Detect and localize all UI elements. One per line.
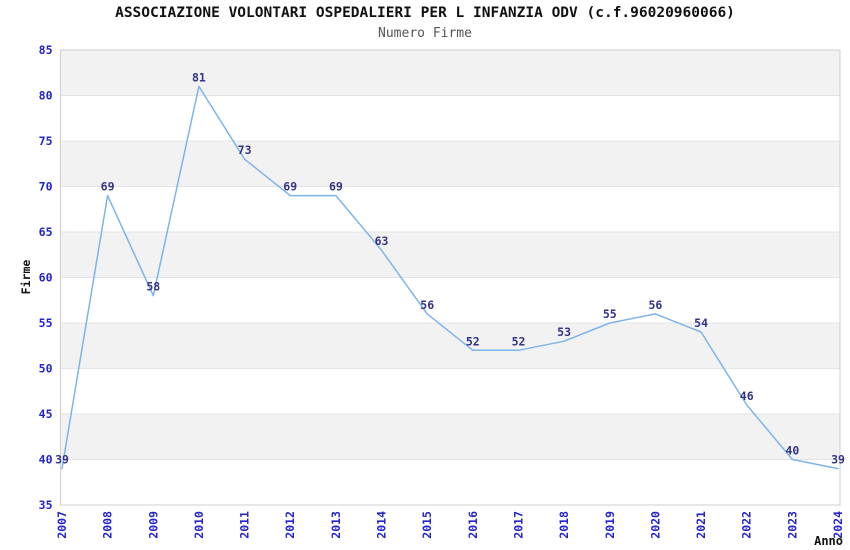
x-tick-label: 2022 [740,511,754,539]
y-axis-title: Firme [19,260,33,295]
x-tick-label: 2009 [146,511,160,539]
y-tick-label: 35 [39,498,53,512]
x-tick-label: 2017 [512,511,526,539]
data-label: 69 [101,180,115,194]
y-tick-label: 70 [39,180,53,194]
data-label: 46 [740,389,754,403]
data-label: 69 [283,180,297,194]
x-tick-label: 2010 [192,511,206,539]
x-tick-label: 2019 [603,511,617,539]
x-tick-label: 2015 [420,511,434,539]
data-label: 52 [466,334,480,348]
x-tick-label: 2014 [375,511,389,539]
chart-title: ASSOCIAZIONE VOLONTARI OSPEDALIERI PER L… [115,5,735,21]
x-tick-label: 2013 [329,511,343,539]
x-axis-title: Anno [814,534,843,548]
x-tick-label: 2016 [466,511,480,539]
y-tick-label: 75 [39,134,53,148]
data-label: 55 [603,307,617,321]
data-label: 52 [512,334,526,348]
series-line [61,85,839,470]
data-label: 69 [329,180,343,194]
plot-band [60,50,840,96]
data-label: 39 [55,453,69,467]
data-label: 39 [831,453,845,467]
data-label: 53 [557,325,571,339]
data-label: 56 [648,298,662,312]
data-label: 54 [694,316,708,330]
y-tick-label: 60 [39,271,53,285]
y-tick-label: 65 [39,225,53,239]
y-tick-label: 40 [39,453,53,467]
data-label: 81 [192,70,206,84]
chart-subtitle: Numero Firme [378,26,472,41]
plot-band [60,232,840,278]
y-tick-label: 45 [39,407,53,421]
y-tick-label: 50 [39,362,53,376]
y-tick-label: 80 [39,89,53,103]
x-tick-label: 2021 [694,511,708,539]
x-tick-label: 2012 [283,511,297,539]
y-tick-label: 85 [39,43,53,57]
plot-band [60,141,840,187]
data-label: 63 [375,234,389,248]
data-label: 40 [785,444,799,458]
plot-border [60,49,841,506]
y-tick-label: 55 [39,316,53,330]
x-tick-label: 2020 [648,511,662,539]
data-label: 58 [146,280,160,294]
x-tick-label: 2023 [785,511,799,539]
x-tick-label: 2018 [557,511,571,539]
x-tick-label: 2011 [238,511,252,539]
plot-band [60,323,840,369]
x-tick-label: 2024 [831,511,845,539]
x-tick-label: 2008 [101,511,115,539]
plot-band [60,414,840,460]
data-label: 73 [238,143,252,157]
x-tick-label: 2007 [55,511,69,539]
data-label: 56 [420,298,434,312]
